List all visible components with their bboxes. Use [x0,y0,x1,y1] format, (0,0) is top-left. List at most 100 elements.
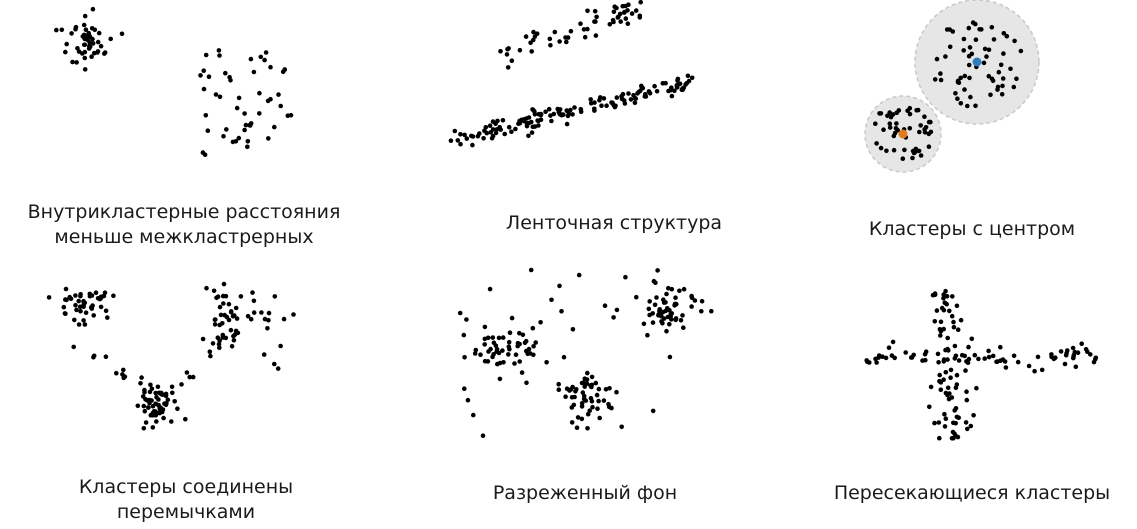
scatter-point [914,108,919,113]
scatter-point [245,313,251,319]
scatter-point [943,369,949,375]
scatter-point [507,330,513,336]
scatter-point [570,112,575,117]
scatter-point [150,425,156,430]
scatter-point [951,319,956,325]
scatter-point [245,139,251,144]
scatter-point [98,304,104,310]
panel-ribbon-points [448,0,695,148]
scatter-point [257,90,262,96]
scatter-point [555,106,560,112]
scatter-point [458,141,463,147]
caption-line: меньше межкластрерных [54,226,314,248]
scatter-point [631,92,636,98]
scatter-point [937,327,943,332]
scatter-point [677,81,683,87]
scatter-point [948,367,954,373]
scatter-point [1062,361,1068,367]
scatter-point [258,54,264,60]
scatter-point [979,27,984,32]
scatter-point [78,292,83,297]
scatter-point [589,374,595,380]
scatter-point [281,316,287,322]
scatter-point [620,96,625,102]
scatter-point [945,335,950,341]
scatter-point [973,103,978,109]
scatter-point [928,384,934,390]
caption-intersecting: Пересекающиеся кластеры [834,481,1110,506]
scatter-point [685,73,691,79]
scatter-point [938,319,944,325]
scatter-point [618,19,623,24]
scatter-point [948,375,953,381]
scatter-point [251,69,257,75]
scatter-point [891,147,897,153]
scatter-point [83,310,89,316]
scatter-point [462,386,467,392]
scatter-point [212,322,218,327]
scatter-point [522,340,528,346]
scatter-point [663,300,668,305]
scatter-point [575,415,581,420]
scatter-point [893,126,899,131]
scatter-point [81,32,87,38]
scatter-point [74,60,79,65]
scatter-point [673,316,679,321]
scatter-point [1039,367,1045,373]
scatter-point [898,129,908,139]
scatter-point [538,320,543,325]
scatter-point [564,121,570,127]
scatter-point [579,416,585,422]
scatter-point [666,285,671,291]
scatter-point [91,355,96,360]
scatter-point [592,8,598,14]
scatter-point [482,324,488,330]
caption-separated: Внутрикластерные расстояния меньше межкл… [28,200,341,250]
scatter-point [509,58,515,63]
scatter-point [138,381,143,386]
scatter-point [934,56,940,62]
scatter-point [64,41,69,47]
scatter-point [162,401,167,407]
scatter-point [962,73,968,79]
scatter-point [590,404,595,410]
scatter-point [986,348,991,354]
scatter-point [98,295,104,301]
scatter-point [963,420,969,425]
scatter-point [955,327,961,333]
scatter-point [73,293,78,298]
scatter-point [942,424,948,429]
scatter-point [163,391,169,397]
scatter-point [667,308,672,313]
scatter-point [547,36,553,42]
scatter-point [894,110,900,116]
scatter-point [657,308,662,314]
scatter-point [673,295,678,301]
scatter-point [956,80,962,85]
scatter-point [489,135,495,141]
scatter-point [952,343,958,349]
scatter-point [103,354,109,360]
scatter-point [452,128,458,134]
scatter-point [594,392,600,398]
scatter-point [595,406,600,412]
scatter-point [578,21,583,27]
scatter-point [533,340,538,345]
scatter-point [532,124,538,129]
scatter-point [102,51,107,56]
scatter-point [932,77,938,82]
scatter-point [78,308,83,314]
scatter-point [603,387,609,392]
scatter-point [887,125,893,130]
scatter-point [556,387,562,393]
scatter-point [268,96,273,102]
scatter-point [995,359,1000,364]
scatter-point [159,409,165,415]
scatter-point [74,307,79,313]
scatter-point [228,309,234,315]
scatter-point [669,286,675,292]
scatter-point [95,49,101,54]
scatter-point [530,325,536,331]
scatter-point [878,145,884,151]
